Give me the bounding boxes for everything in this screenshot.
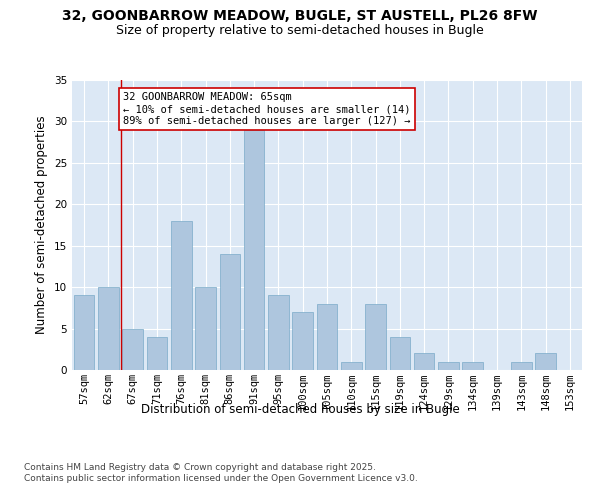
Bar (414, 354, 434, 370)
Bar (220, 254, 240, 370)
Bar (535, 354, 556, 370)
Bar (317, 304, 337, 370)
Bar (268, 296, 289, 370)
Bar (341, 362, 362, 370)
Bar (292, 312, 313, 370)
Bar (463, 362, 483, 370)
Y-axis label: Number of semi-detached properties: Number of semi-detached properties (35, 116, 49, 334)
Text: Distribution of semi-detached houses by size in Bugle: Distribution of semi-detached houses by … (140, 402, 460, 415)
Bar (244, 130, 265, 370)
Text: Size of property relative to semi-detached houses in Bugle: Size of property relative to semi-detach… (116, 24, 484, 37)
Bar (146, 337, 167, 370)
Bar (389, 337, 410, 370)
Bar (438, 362, 459, 370)
Bar (98, 287, 119, 370)
Text: 32, GOONBARROW MEADOW, BUGLE, ST AUSTELL, PL26 8FW: 32, GOONBARROW MEADOW, BUGLE, ST AUSTELL… (62, 9, 538, 23)
Text: Contains HM Land Registry data © Crown copyright and database right 2025.
Contai: Contains HM Land Registry data © Crown c… (24, 462, 418, 483)
Bar (365, 304, 386, 370)
Bar (122, 328, 143, 370)
Bar (195, 287, 216, 370)
Bar (511, 362, 532, 370)
Bar (171, 221, 191, 370)
Text: 32 GOONBARROW MEADOW: 65sqm
← 10% of semi-detached houses are smaller (14)
89% o: 32 GOONBARROW MEADOW: 65sqm ← 10% of sem… (123, 92, 410, 126)
Bar (74, 296, 94, 370)
